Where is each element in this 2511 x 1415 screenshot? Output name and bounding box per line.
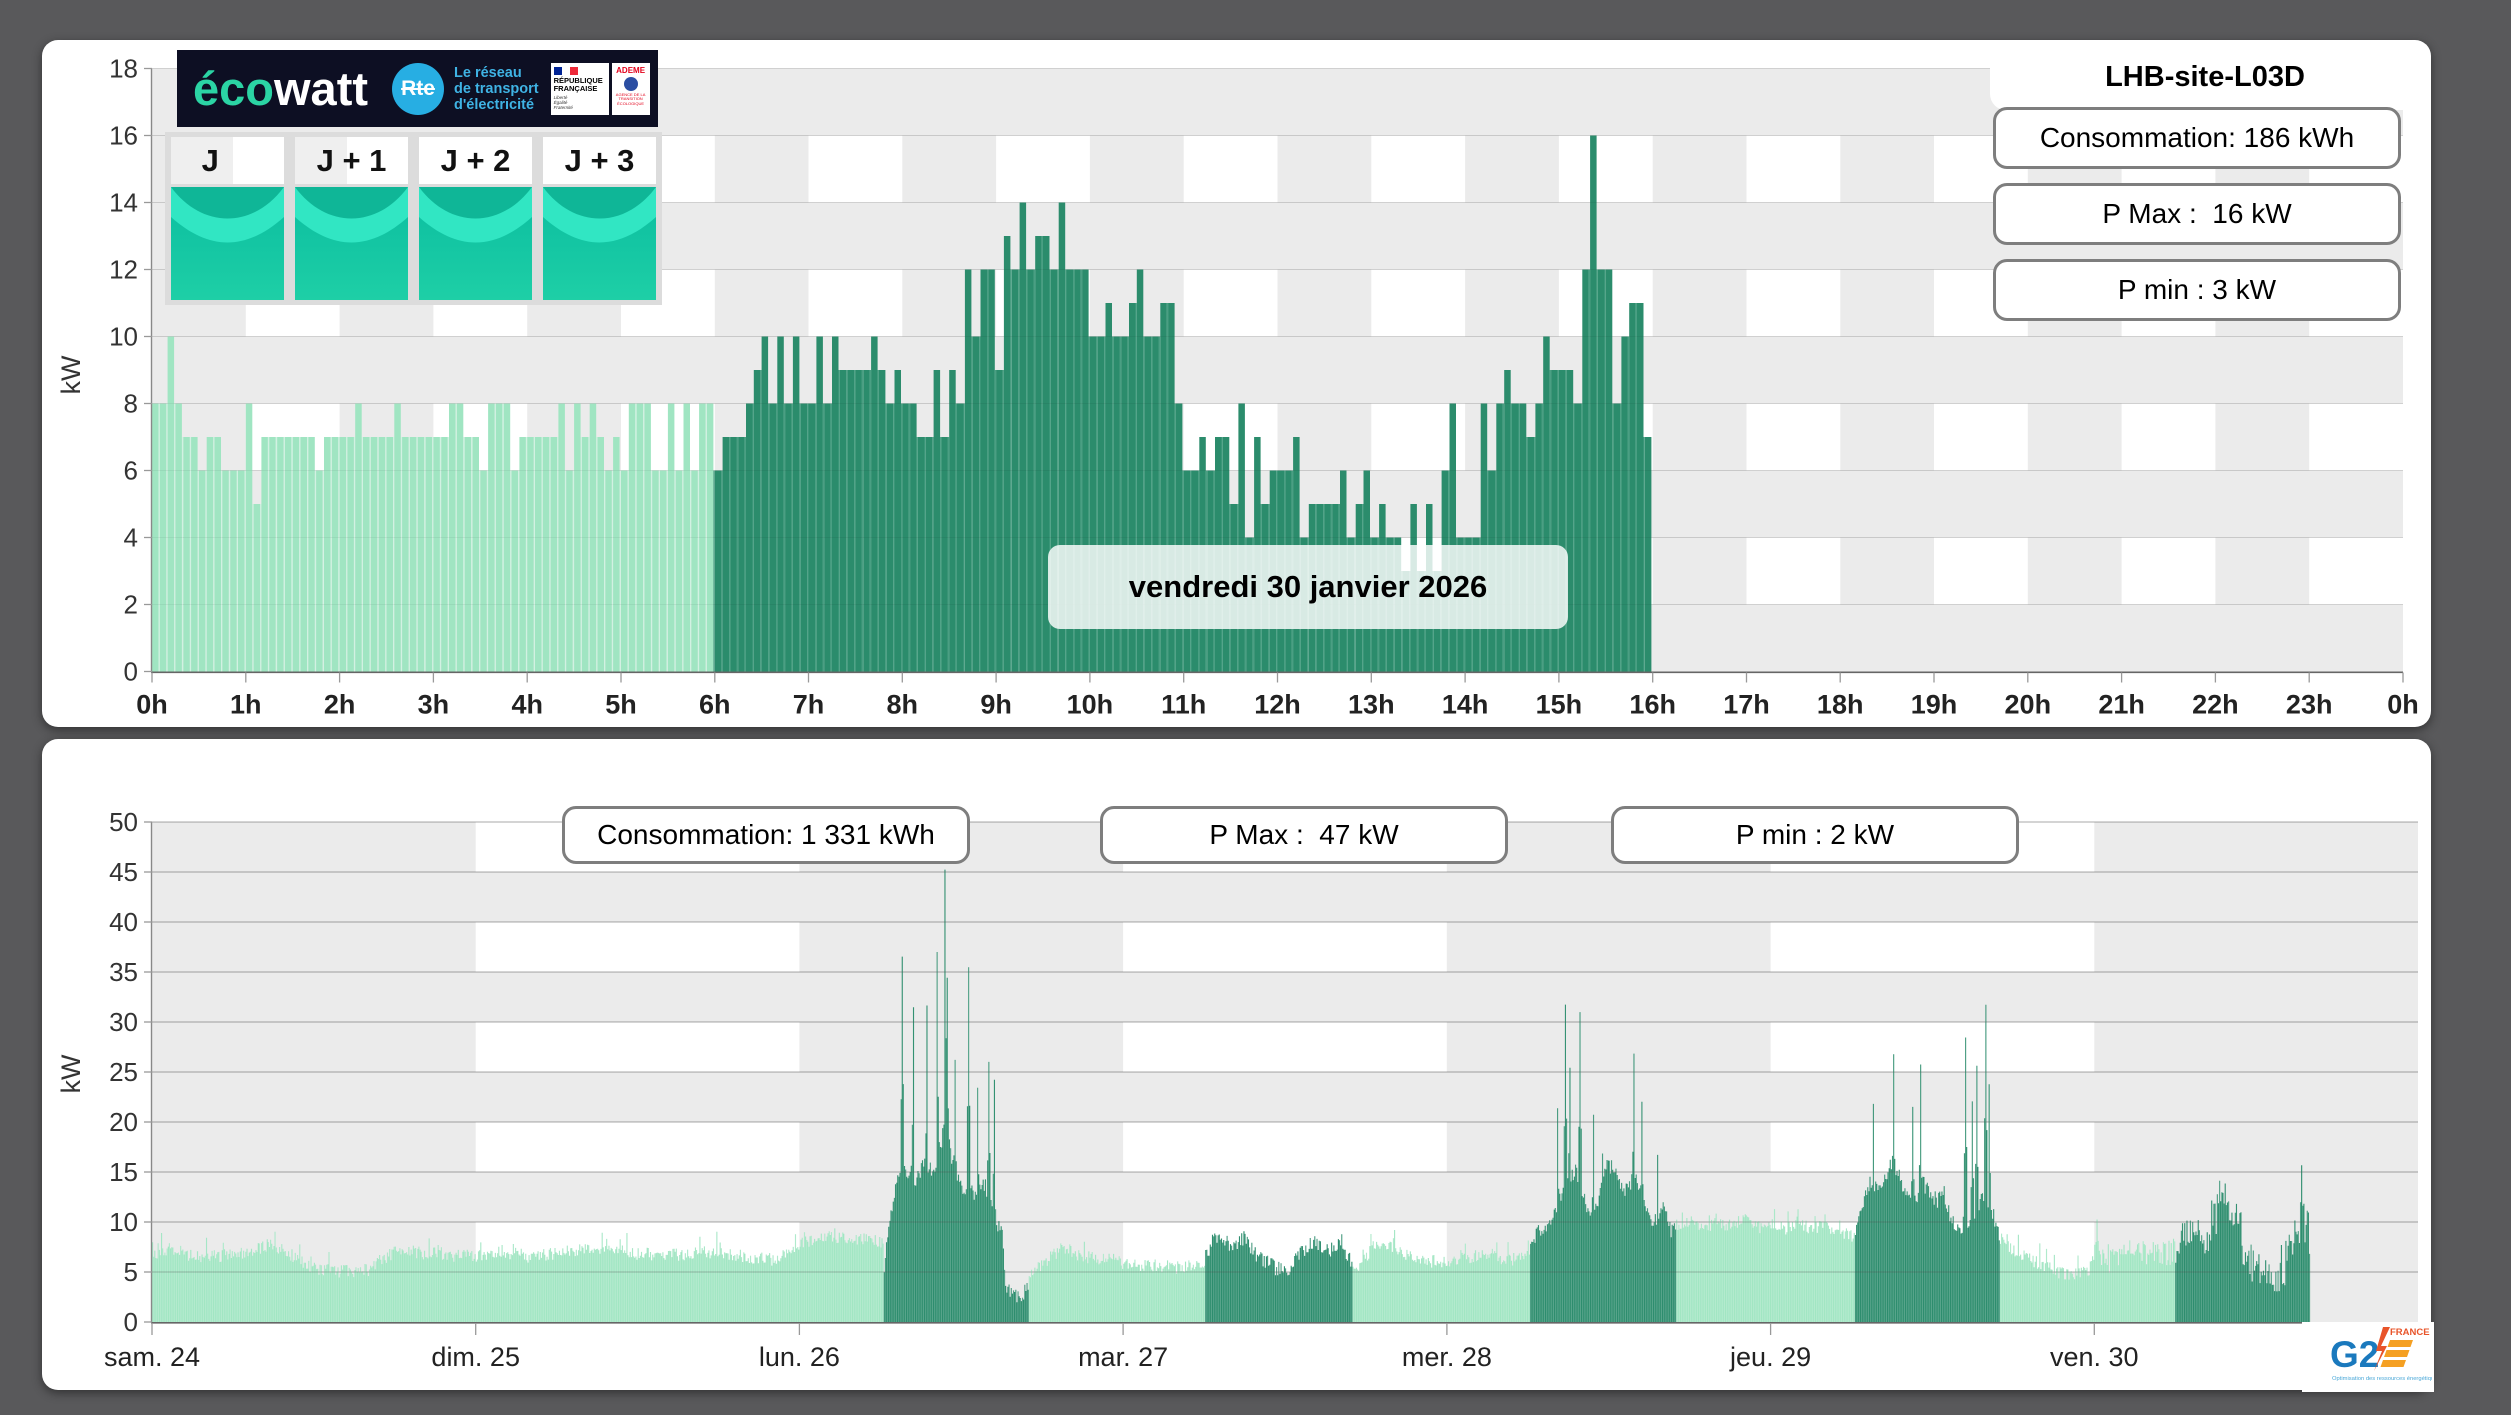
svg-text:9h: 9h: [980, 690, 1012, 720]
svg-text:15h: 15h: [1536, 690, 1583, 720]
svg-text:3h: 3h: [418, 690, 450, 720]
svg-text:mer. 28: mer. 28: [1402, 1342, 1492, 1372]
svg-text:5h: 5h: [605, 690, 637, 720]
svg-text:40: 40: [109, 907, 138, 937]
svg-text:7h: 7h: [793, 690, 825, 720]
svg-text:23h: 23h: [2286, 690, 2333, 720]
svg-text:dim. 25: dim. 25: [431, 1342, 520, 1372]
svg-text:5: 5: [124, 1257, 138, 1287]
svg-text:16h: 16h: [1629, 690, 1676, 720]
svg-text:mar. 27: mar. 27: [1078, 1342, 1168, 1372]
svg-text:17h: 17h: [1723, 690, 1770, 720]
svg-text:14h: 14h: [1442, 690, 1489, 720]
svg-text:2h: 2h: [324, 690, 356, 720]
svg-text:0: 0: [124, 657, 138, 687]
svg-text:ven. 30: ven. 30: [2050, 1342, 2139, 1372]
svg-text:kW: kW: [56, 1054, 86, 1094]
svg-text:30: 30: [109, 1007, 138, 1037]
svg-text:G2: G2: [2330, 1334, 2379, 1375]
svg-text:2: 2: [124, 590, 138, 620]
svg-text:1h: 1h: [230, 690, 262, 720]
svg-text:sam. 24: sam. 24: [104, 1342, 200, 1372]
svg-text:50: 50: [109, 807, 138, 837]
svg-text:22h: 22h: [2192, 690, 2239, 720]
svg-text:25: 25: [109, 1057, 138, 1087]
svg-text:20: 20: [109, 1107, 138, 1137]
svg-text:Optimisation des ressources én: Optimisation des ressources énergétiques: [2332, 1376, 2432, 1382]
svg-text:6: 6: [124, 456, 138, 486]
svg-text:18h: 18h: [1817, 690, 1864, 720]
svg-text:FRANCE: FRANCE: [2390, 1327, 2430, 1338]
svg-text:10: 10: [109, 322, 138, 352]
svg-text:4: 4: [124, 523, 138, 553]
svg-text:12: 12: [109, 255, 138, 285]
svg-text:19h: 19h: [1911, 690, 1958, 720]
svg-text:35: 35: [109, 957, 138, 987]
svg-text:11h: 11h: [1161, 690, 1206, 720]
svg-text:kW: kW: [56, 355, 86, 395]
svg-text:4h: 4h: [511, 690, 543, 720]
svg-text:16: 16: [109, 121, 138, 151]
svg-text:10h: 10h: [1067, 690, 1114, 720]
svg-text:21h: 21h: [2098, 690, 2145, 720]
svg-text:8: 8: [124, 389, 138, 419]
svg-text:12h: 12h: [1254, 690, 1301, 720]
svg-text:10: 10: [109, 1207, 138, 1237]
svg-text:45: 45: [109, 857, 138, 887]
svg-text:13h: 13h: [1348, 690, 1395, 720]
svg-text:jeu. 29: jeu. 29: [1729, 1342, 1811, 1372]
svg-text:8h: 8h: [887, 690, 919, 720]
svg-text:15: 15: [109, 1157, 138, 1187]
svg-text:0h: 0h: [136, 690, 168, 720]
svg-text:20h: 20h: [2005, 690, 2052, 720]
svg-text:lun. 26: lun. 26: [759, 1342, 840, 1372]
svg-text:14: 14: [109, 188, 138, 218]
svg-text:0: 0: [124, 1307, 138, 1337]
svg-text:18: 18: [109, 54, 138, 84]
svg-text:0h: 0h: [2387, 690, 2419, 720]
svg-text:6h: 6h: [699, 690, 731, 720]
